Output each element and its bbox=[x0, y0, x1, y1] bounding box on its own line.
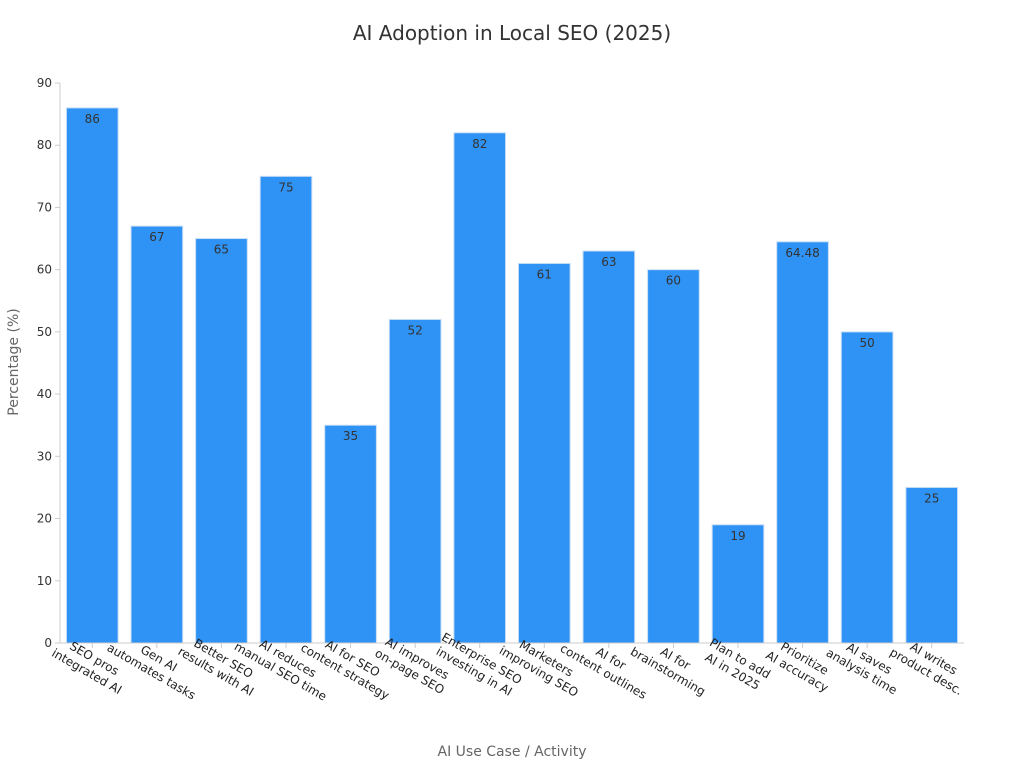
bar-value-label: 52 bbox=[408, 323, 423, 337]
bar-value-label: 63 bbox=[601, 255, 616, 269]
x-axis-label: AI Use Case / Activity bbox=[438, 744, 587, 760]
bar-value-label: 67 bbox=[149, 230, 164, 244]
y-tick-label: 20 bbox=[37, 512, 52, 526]
bar-value-label: 25 bbox=[924, 491, 939, 505]
bar bbox=[776, 241, 829, 644]
bar-value-label: 75 bbox=[278, 180, 293, 194]
bar bbox=[324, 424, 377, 644]
bar-value-label: 65 bbox=[214, 243, 229, 257]
y-tick-label: 50 bbox=[37, 325, 52, 339]
bar bbox=[195, 238, 248, 644]
bar bbox=[840, 331, 894, 644]
y-tick-label: 70 bbox=[37, 200, 52, 214]
bar-value-label: 61 bbox=[537, 267, 552, 281]
y-tick-label: 90 bbox=[37, 76, 52, 90]
y-tick-label: 10 bbox=[37, 574, 52, 588]
x-tick-label: PrioritizeAI accuracy bbox=[763, 635, 838, 695]
y-tick-label: 80 bbox=[37, 138, 52, 152]
bar-value-label: 35 bbox=[343, 429, 358, 443]
bar bbox=[905, 486, 959, 644]
y-axis: 0 10 20 30 40 50 60 70 80 90 bbox=[37, 76, 61, 650]
x-tick-label: Plan to addAI in 2025 bbox=[700, 636, 773, 695]
bar bbox=[259, 175, 313, 644]
bar bbox=[647, 269, 700, 644]
bar-value-label: 19 bbox=[730, 529, 745, 543]
bar-value-label: 86 bbox=[85, 112, 100, 126]
bar-value-label: 82 bbox=[472, 137, 487, 151]
bar bbox=[453, 132, 507, 644]
bars: 86 67 65 75 35 52 82 61 63 60 19 64.48 50 25 bbox=[65, 107, 959, 644]
bar bbox=[582, 250, 636, 644]
y-tick-label: 0 bbox=[44, 636, 52, 650]
bar bbox=[130, 225, 184, 644]
y-tick-label: 30 bbox=[37, 449, 52, 463]
y-axis-label: Percentage (%) bbox=[6, 308, 22, 415]
bar-value-label: 50 bbox=[860, 336, 875, 350]
bar-value-label: 60 bbox=[666, 274, 681, 288]
y-tick-label: 40 bbox=[37, 387, 52, 401]
bar-value-label: 64.48 bbox=[785, 246, 819, 260]
bar bbox=[65, 107, 119, 644]
x-axis: SEO prosintegrated AI Gen AIautomates tas… bbox=[49, 630, 965, 704]
bar bbox=[388, 318, 442, 644]
bar bbox=[517, 262, 571, 644]
chart-title: AI Adoption in Local SEO (2025) bbox=[353, 21, 671, 45]
y-tick-label: 60 bbox=[37, 263, 52, 277]
bar bbox=[711, 524, 765, 644]
